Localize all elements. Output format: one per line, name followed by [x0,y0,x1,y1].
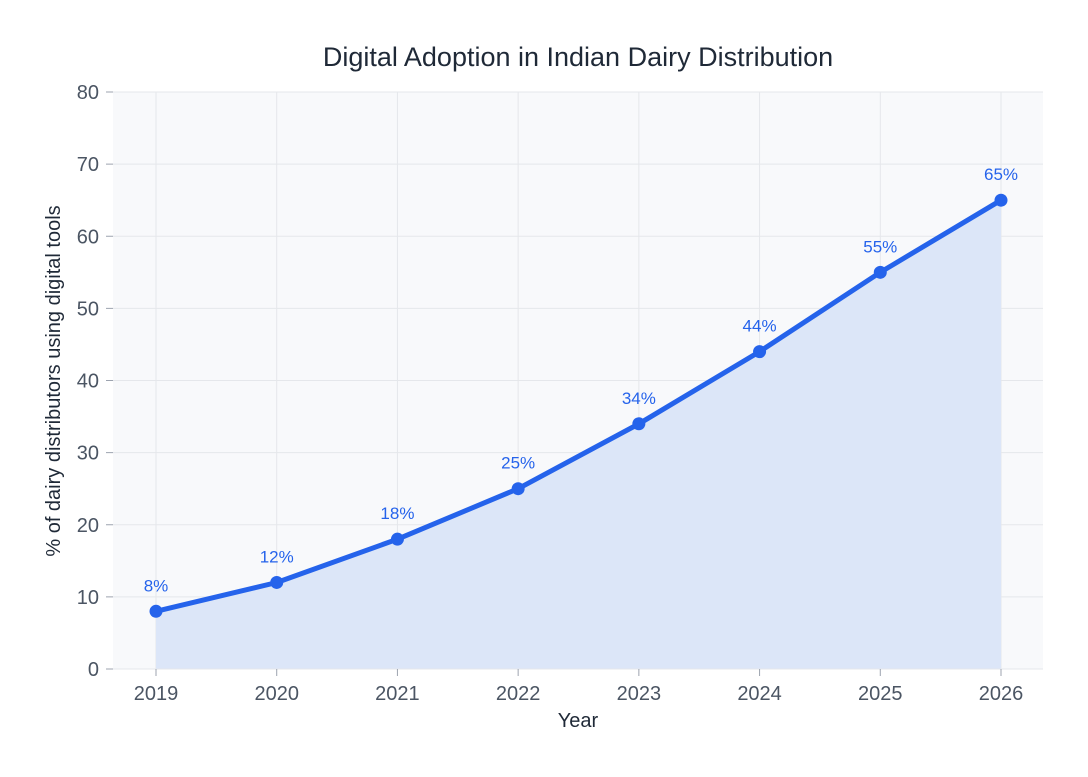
data-point [873,265,887,279]
axes: 0 10 20 30 40 50 60 70 80 2019 2020 2021 2022 2023 202… [77,82,1043,705]
data-point [270,575,284,589]
data-point [753,345,767,359]
data-point [632,417,646,431]
data-point [149,604,163,618]
x-tick-label: 2022 [496,683,541,705]
y-tick-label: 80 [77,82,99,104]
x-tick-label: 2021 [375,683,420,705]
y-tick-label: 20 [77,515,99,537]
x-tick-label: 2019 [134,683,179,705]
series-line [153,197,1004,614]
data-label: 8% [144,576,169,595]
chart-title: Digital Adoption in Indian Dairy Distrib… [323,42,833,72]
y-tick-label: 10 [77,587,99,609]
data-label: 65% [984,165,1018,184]
data-point [511,482,525,496]
x-axis-label: Year [558,710,599,732]
y-axis-label: % of dairy distributors using digital to… [43,205,65,556]
data-label: 18% [380,504,414,523]
data-labels: 8% 12% 18% 25% 34% 44% 55% 65% [144,165,1018,595]
data-label: 55% [863,237,897,256]
y-tick-label: 0 [88,659,99,681]
x-tick-label: 2023 [617,683,662,705]
data-label: 25% [501,454,535,473]
y-tick-label: 50 [77,298,99,320]
x-tick-label: 2026 [979,683,1024,705]
x-tick-label: 2025 [858,683,903,705]
y-tick-label: 30 [77,443,99,465]
data-label: 12% [260,547,294,566]
x-tick-label: 2024 [737,683,782,705]
data-points [149,193,1008,618]
x-tick-label: 2020 [254,683,299,705]
y-tick-label: 60 [77,226,99,248]
y-tick-label: 40 [77,371,99,393]
y-tick-label: 70 [77,154,99,176]
data-label: 34% [622,389,656,408]
data-point [390,532,404,546]
data-label: 44% [743,317,777,336]
data-point [994,193,1008,207]
